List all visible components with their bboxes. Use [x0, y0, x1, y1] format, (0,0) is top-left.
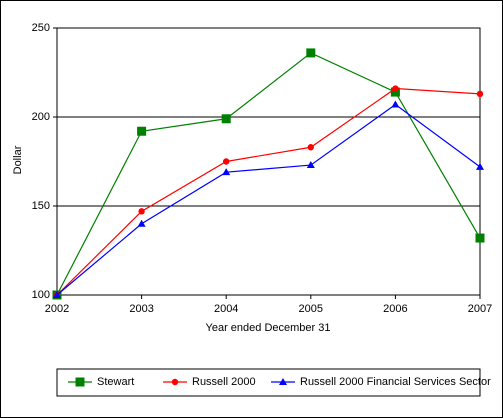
- x-tick-label: 2004: [214, 303, 238, 315]
- data-point: [138, 208, 145, 215]
- x-tick-label: 2002: [45, 303, 69, 315]
- x-axis-title: Year ended December 31: [206, 322, 331, 334]
- data-point: [223, 158, 230, 165]
- data-point: [306, 161, 315, 169]
- data-point: [222, 168, 231, 176]
- data-point: [392, 85, 399, 92]
- data-point: [221, 114, 231, 124]
- x-tick-label: 2006: [383, 303, 407, 315]
- data-point: [137, 219, 146, 227]
- legend-marker: [279, 378, 287, 385]
- x-tick-label: 2005: [299, 303, 323, 315]
- x-tick-label: 2003: [129, 303, 153, 315]
- legend-label: Russell 2000 Financial Services Sector: [300, 376, 491, 388]
- data-point: [475, 233, 485, 243]
- legend-marker: [171, 378, 179, 386]
- series-line: [56, 87, 481, 296]
- data-point: [476, 162, 484, 170]
- legend-label: Russell 2000: [192, 376, 256, 388]
- series-line: [56, 103, 481, 296]
- data-point: [391, 100, 400, 108]
- data-point: [390, 87, 400, 97]
- data-point: [307, 144, 314, 151]
- legend-box: [56, 368, 481, 397]
- x-tick-label: 2007: [468, 303, 492, 315]
- y-axis-title: Dollar: [12, 145, 24, 174]
- plot-area: [56, 27, 481, 296]
- data-point: [476, 90, 484, 98]
- legend-label: Stewart: [97, 376, 134, 388]
- series-line: [56, 52, 481, 296]
- data-point: [306, 48, 316, 58]
- data-point: [53, 291, 61, 298]
- y-tick-label: 100: [32, 289, 50, 301]
- y-tick-label: 250: [32, 22, 50, 34]
- y-tick-label: 200: [32, 111, 50, 123]
- data-point: [137, 126, 147, 136]
- y-tick-label: 150: [32, 200, 50, 212]
- legend-marker: [75, 377, 85, 387]
